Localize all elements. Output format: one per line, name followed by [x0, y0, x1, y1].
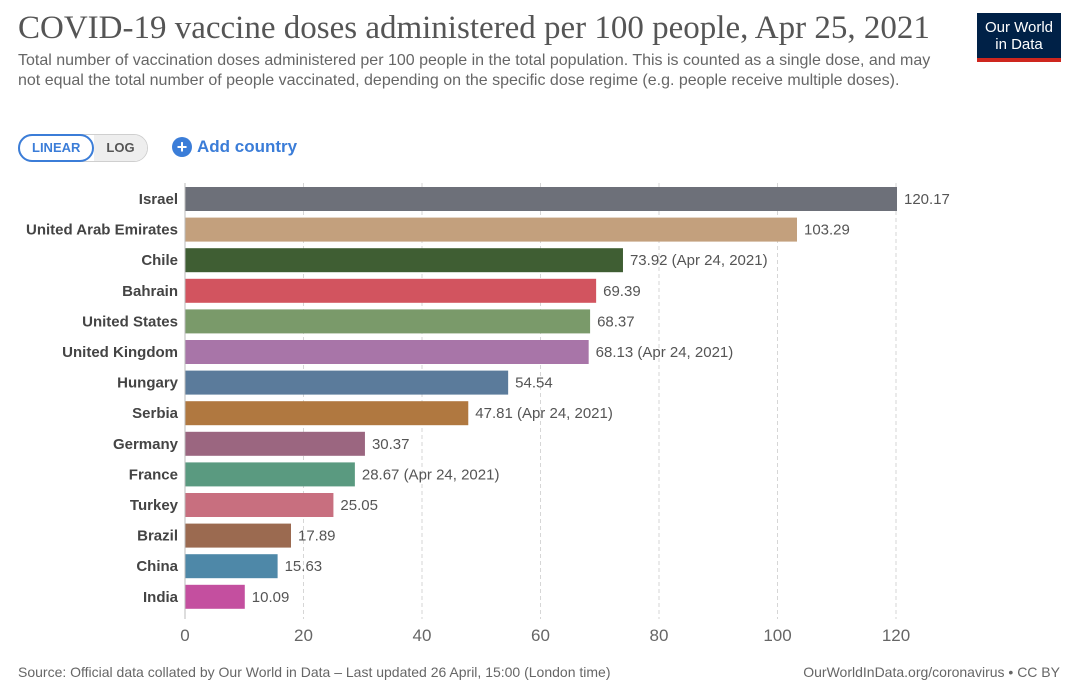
linear-scale-button[interactable]: LINEAR [18, 134, 95, 162]
bar [185, 370, 509, 395]
bar [185, 187, 898, 211]
bar [185, 309, 591, 334]
add-country-label: Add country [197, 137, 298, 156]
bar [185, 248, 623, 273]
category-label: Brazil [137, 528, 178, 545]
category-label: India [143, 589, 179, 606]
source-note: Source: Official data collated by Our Wo… [18, 664, 611, 680]
logo-line-2: in Data [995, 36, 1043, 53]
category-label: China [136, 558, 178, 575]
value-label: 25.05 [340, 497, 378, 514]
chart-title: COVID-19 vaccine doses administered per … [18, 10, 930, 46]
category-label: Turkey [130, 497, 179, 514]
owid-link[interactable]: OurWorldInData.org/coronavirus • CC BY [803, 664, 1060, 680]
owid-logo[interactable]: Our World in Data [977, 13, 1061, 62]
chart-subtitle: Total number of vaccination doses admini… [18, 52, 931, 89]
category-label: Serbia [132, 405, 179, 422]
category-label: Hungary [117, 375, 179, 392]
x-tick-label: 100 [763, 626, 791, 645]
value-label: 54.54 [515, 375, 553, 392]
bar [185, 493, 334, 517]
value-label: 120.17 [904, 191, 950, 208]
value-label: 73.92 (Apr 24, 2021) [630, 252, 768, 269]
x-tick-label: 60 [531, 626, 550, 645]
value-label: 17.89 [298, 528, 336, 545]
category-label: Israel [139, 191, 178, 208]
value-label: 30.37 [372, 436, 410, 453]
value-label: 47.81 (Apr 24, 2021) [475, 405, 613, 422]
value-label: 15.63 [285, 558, 323, 575]
value-label: 68.37 [597, 313, 635, 330]
x-tick-label: 40 [413, 626, 432, 645]
bar [185, 431, 365, 456]
log-scale-button[interactable]: LOG [94, 135, 147, 161]
value-label: 68.13 (Apr 24, 2021) [596, 344, 734, 361]
x-tick-label: 80 [650, 626, 669, 645]
x-tick-label: 0 [180, 626, 189, 645]
category-label: United Arab Emirates [26, 222, 178, 239]
category-label: United Kingdom [62, 344, 178, 361]
x-tick-label: 120 [882, 626, 910, 645]
value-label: 28.67 (Apr 24, 2021) [362, 466, 500, 483]
category-label: United States [82, 313, 178, 330]
plus-circle-icon: + [172, 137, 192, 157]
logo-line-1: Our World [984, 19, 1054, 36]
category-label: Germany [113, 436, 179, 453]
bar [185, 462, 355, 487]
add-country-button[interactable]: + Add country [172, 135, 297, 159]
value-label: 10.09 [252, 589, 290, 606]
value-label: 103.29 [804, 222, 850, 239]
bar [185, 401, 469, 426]
bar-chart: 0 20 40 60 80 100 120 Israel 120.17 United Arab E… [26, 183, 950, 645]
value-label: 69.39 [603, 283, 641, 300]
scale-toggle: LINEAR LOG [18, 134, 148, 162]
x-tick-label: 20 [294, 626, 313, 645]
bar [185, 584, 245, 609]
category-label: Bahrain [122, 283, 178, 300]
bar [185, 523, 291, 548]
bar [185, 278, 597, 303]
bar [185, 340, 589, 364]
category-label: France [129, 466, 178, 483]
category-label: Chile [141, 252, 178, 269]
bar [185, 554, 278, 579]
bar [185, 217, 797, 242]
